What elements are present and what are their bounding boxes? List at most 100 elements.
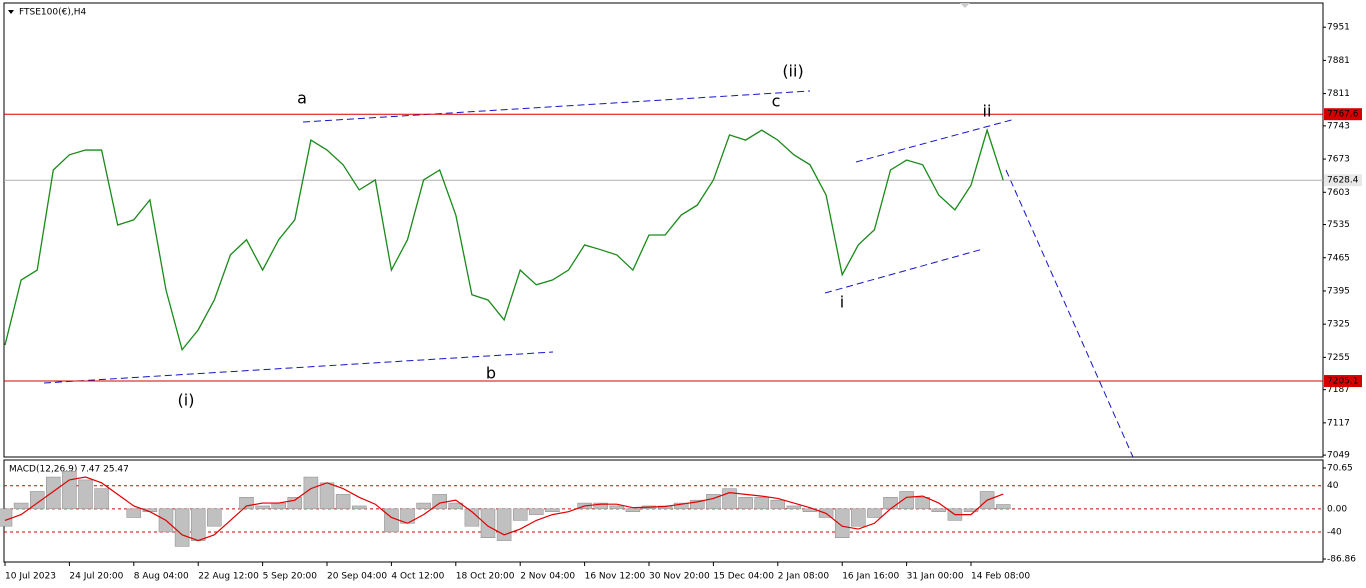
macd-bar [0, 508, 13, 527]
current-price-label: 7628.4 [1327, 176, 1359, 186]
macd-bar [190, 508, 206, 541]
macd-bar [13, 502, 29, 510]
y-tick-label: 7673 [1327, 155, 1350, 165]
macd-bar [738, 497, 753, 510]
y-tick-label: 7743 [1327, 121, 1350, 131]
macd-bar [255, 505, 270, 510]
y-tick-label: 7951 [1327, 23, 1350, 33]
macd-bar [303, 476, 319, 510]
wave-label: (ii) [782, 62, 803, 81]
macd-signal [4, 476, 1004, 542]
wave-label: (i) [178, 391, 195, 410]
macd-bar [867, 508, 882, 518]
macd-bar [722, 488, 737, 510]
macd-bar [995, 504, 1011, 510]
macd-tick-label: 40 [1327, 481, 1339, 491]
wave-label: a [297, 89, 307, 108]
macd-bar [416, 502, 431, 510]
macd-bar [480, 508, 496, 538]
y-tick-label: 7049 [1327, 451, 1350, 461]
level-label-bg [1324, 108, 1362, 121]
macd-bar [62, 471, 77, 510]
macd-title: MACD(12,26,9) 7.47 25.47 [9, 465, 129, 475]
macd-bar [609, 505, 625, 510]
trend-line [43, 351, 554, 384]
x-tick-label: 10 Jul 2023 [5, 572, 56, 582]
macd-bar [529, 508, 544, 515]
macd-bar [834, 508, 850, 538]
y-tick-label: 7187 [1327, 385, 1350, 395]
wave-label: ii [983, 102, 992, 121]
macd-bar [384, 508, 399, 533]
macd-bar [496, 508, 512, 541]
y-tick-label: 7881 [1327, 56, 1350, 66]
macd-bar [690, 499, 705, 510]
macd-bar [94, 488, 109, 510]
x-tick-label: 30 Nov 20:00 [649, 572, 710, 582]
macd-bar [851, 508, 866, 527]
x-tick-label: 14 Feb 08:00 [971, 572, 1030, 582]
x-tick-label: 31 Jan 00:00 [907, 572, 964, 582]
macd-bar [46, 476, 61, 510]
x-tick-label: 5 Sep 20:00 [263, 572, 318, 582]
projection-line [1005, 169, 1134, 458]
trend-lines [43, 90, 1134, 458]
macd-bar [448, 502, 464, 510]
level-label: 7767.6 [1327, 110, 1359, 120]
current-price-bg [1324, 174, 1362, 187]
x-tick-label: 2 Nov 04:00 [520, 572, 575, 582]
trend-line [302, 90, 811, 123]
trend-line [824, 248, 984, 294]
y-tick-label: 7117 [1327, 418, 1350, 428]
macd-bar [287, 497, 303, 510]
x-tick-label: 15 Dec 04:00 [713, 572, 774, 582]
y-tick-label: 7325 [1327, 320, 1350, 330]
macd-panel [3, 459, 1324, 563]
macd-bar [239, 497, 254, 510]
x-tick-label: 20 Sep 04:00 [327, 572, 387, 582]
y-tick-label: 7535 [1327, 220, 1350, 230]
wave-label: c [772, 92, 781, 111]
macd-bar [899, 491, 914, 510]
x-tick-label: 22 Aug 12:00 [198, 572, 259, 582]
macd-bar [271, 502, 286, 510]
macd-tick-label: -86.86 [1327, 555, 1356, 565]
macd-bar [883, 497, 898, 510]
macd-bar [545, 508, 560, 512]
macd-bar [78, 479, 93, 510]
y-tick-label: 7395 [1327, 286, 1350, 296]
macd-bar [770, 499, 786, 510]
macd-bar [29, 491, 45, 510]
macd-bar [754, 497, 769, 510]
macd-bar [786, 505, 802, 510]
scroll-marker [960, 3, 970, 8]
macd-bar [335, 494, 351, 510]
y-tick-label: 7811 [1327, 89, 1350, 99]
macd-tick-label: 0.00 [1327, 504, 1347, 514]
y-tick-label: 7603 [1327, 188, 1350, 198]
symbol-title: FTSE100(€),H4 [19, 8, 86, 18]
macd-tick-label: -40 [1327, 527, 1342, 537]
x-tick-label: 16 Nov 12:00 [585, 572, 646, 582]
macd-bar [593, 502, 608, 510]
macd-bar [207, 508, 222, 527]
x-tick-label: 18 Oct 20:00 [456, 572, 515, 582]
macd-bar [963, 508, 979, 512]
macd-bar [673, 502, 689, 510]
macd-bar [319, 482, 335, 510]
macd-tick-label: 70.65 [1327, 464, 1353, 474]
y-tick-label: 7255 [1327, 353, 1350, 363]
macd-bar [625, 508, 641, 512]
macd-bar [706, 494, 721, 510]
macd-bar [915, 497, 930, 510]
x-tick-label: 2 Jan 08:00 [778, 572, 830, 582]
macd-bar [174, 508, 190, 547]
menu-arrow [8, 10, 14, 14]
macd-bar [512, 508, 528, 521]
wave-label: i [840, 293, 844, 312]
macd-bar [931, 508, 947, 512]
macd-bar [126, 508, 142, 518]
macd-bar [351, 505, 367, 510]
x-tick-label: 24 Jul 20:00 [69, 572, 123, 582]
